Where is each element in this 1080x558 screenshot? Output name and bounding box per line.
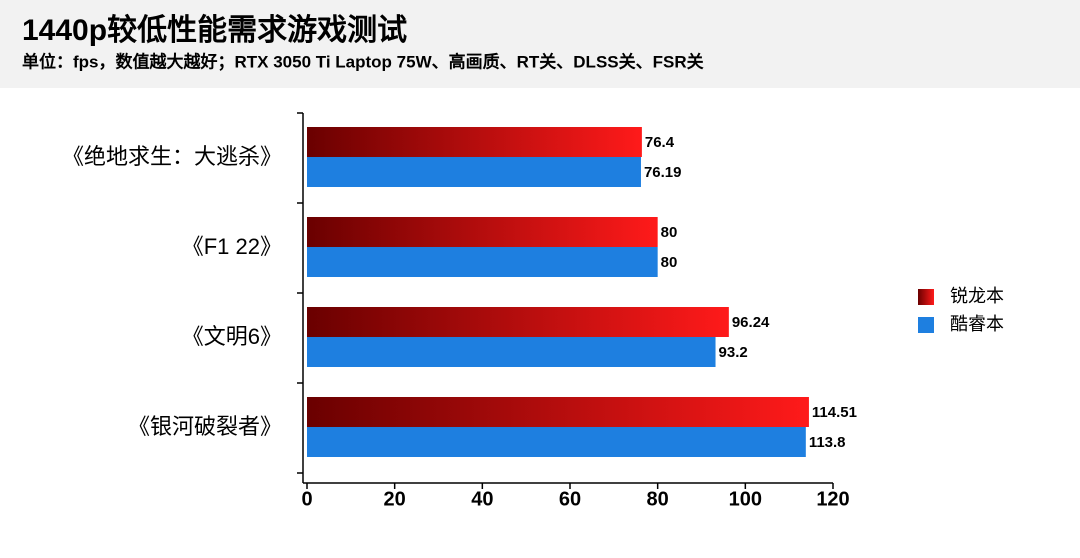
chart-title: 1440p较低性能需求游戏测试 [22,13,407,47]
bar [307,127,642,157]
x-tick-label: 0 [301,488,312,510]
x-tick-label: 120 [816,488,849,510]
bar [307,157,641,187]
value-label: 96.24 [732,314,770,331]
header-band [0,0,1080,88]
bar [307,397,809,427]
legend-label: 锐龙本 [950,286,1004,306]
x-tick-label: 40 [471,488,493,510]
x-tick-label: 80 [647,488,669,510]
y-tick-label: 《文明6》 [182,324,282,349]
value-label: 80 [661,224,678,241]
legend-label: 酷睿本 [950,314,1004,334]
bar [307,307,729,337]
bar [307,217,658,247]
value-label: 76.4 [645,134,675,151]
x-tick-label: 20 [384,488,406,510]
legend-swatch [918,317,934,333]
value-label: 80 [661,254,678,271]
legend-swatch [918,289,934,305]
bar [307,337,716,367]
bar [307,247,658,277]
y-tick-label: 《银河破裂者》 [128,414,282,439]
value-label: 114.51 [812,404,857,421]
y-tick-label: 《绝地求生：大逃杀》 [62,144,282,169]
chart-subtitle: 单位：fps，数值越大越好；RTX 3050 Ti Laptop 75W、高画质… [22,51,704,71]
value-label: 76.19 [644,164,682,181]
x-tick-label: 100 [729,488,762,510]
y-tick-label: 《F1 22》 [182,234,282,259]
x-tick-label: 60 [559,488,581,510]
value-label: 113.8 [809,434,846,451]
bar [307,427,806,457]
value-label: 93.2 [719,344,748,361]
